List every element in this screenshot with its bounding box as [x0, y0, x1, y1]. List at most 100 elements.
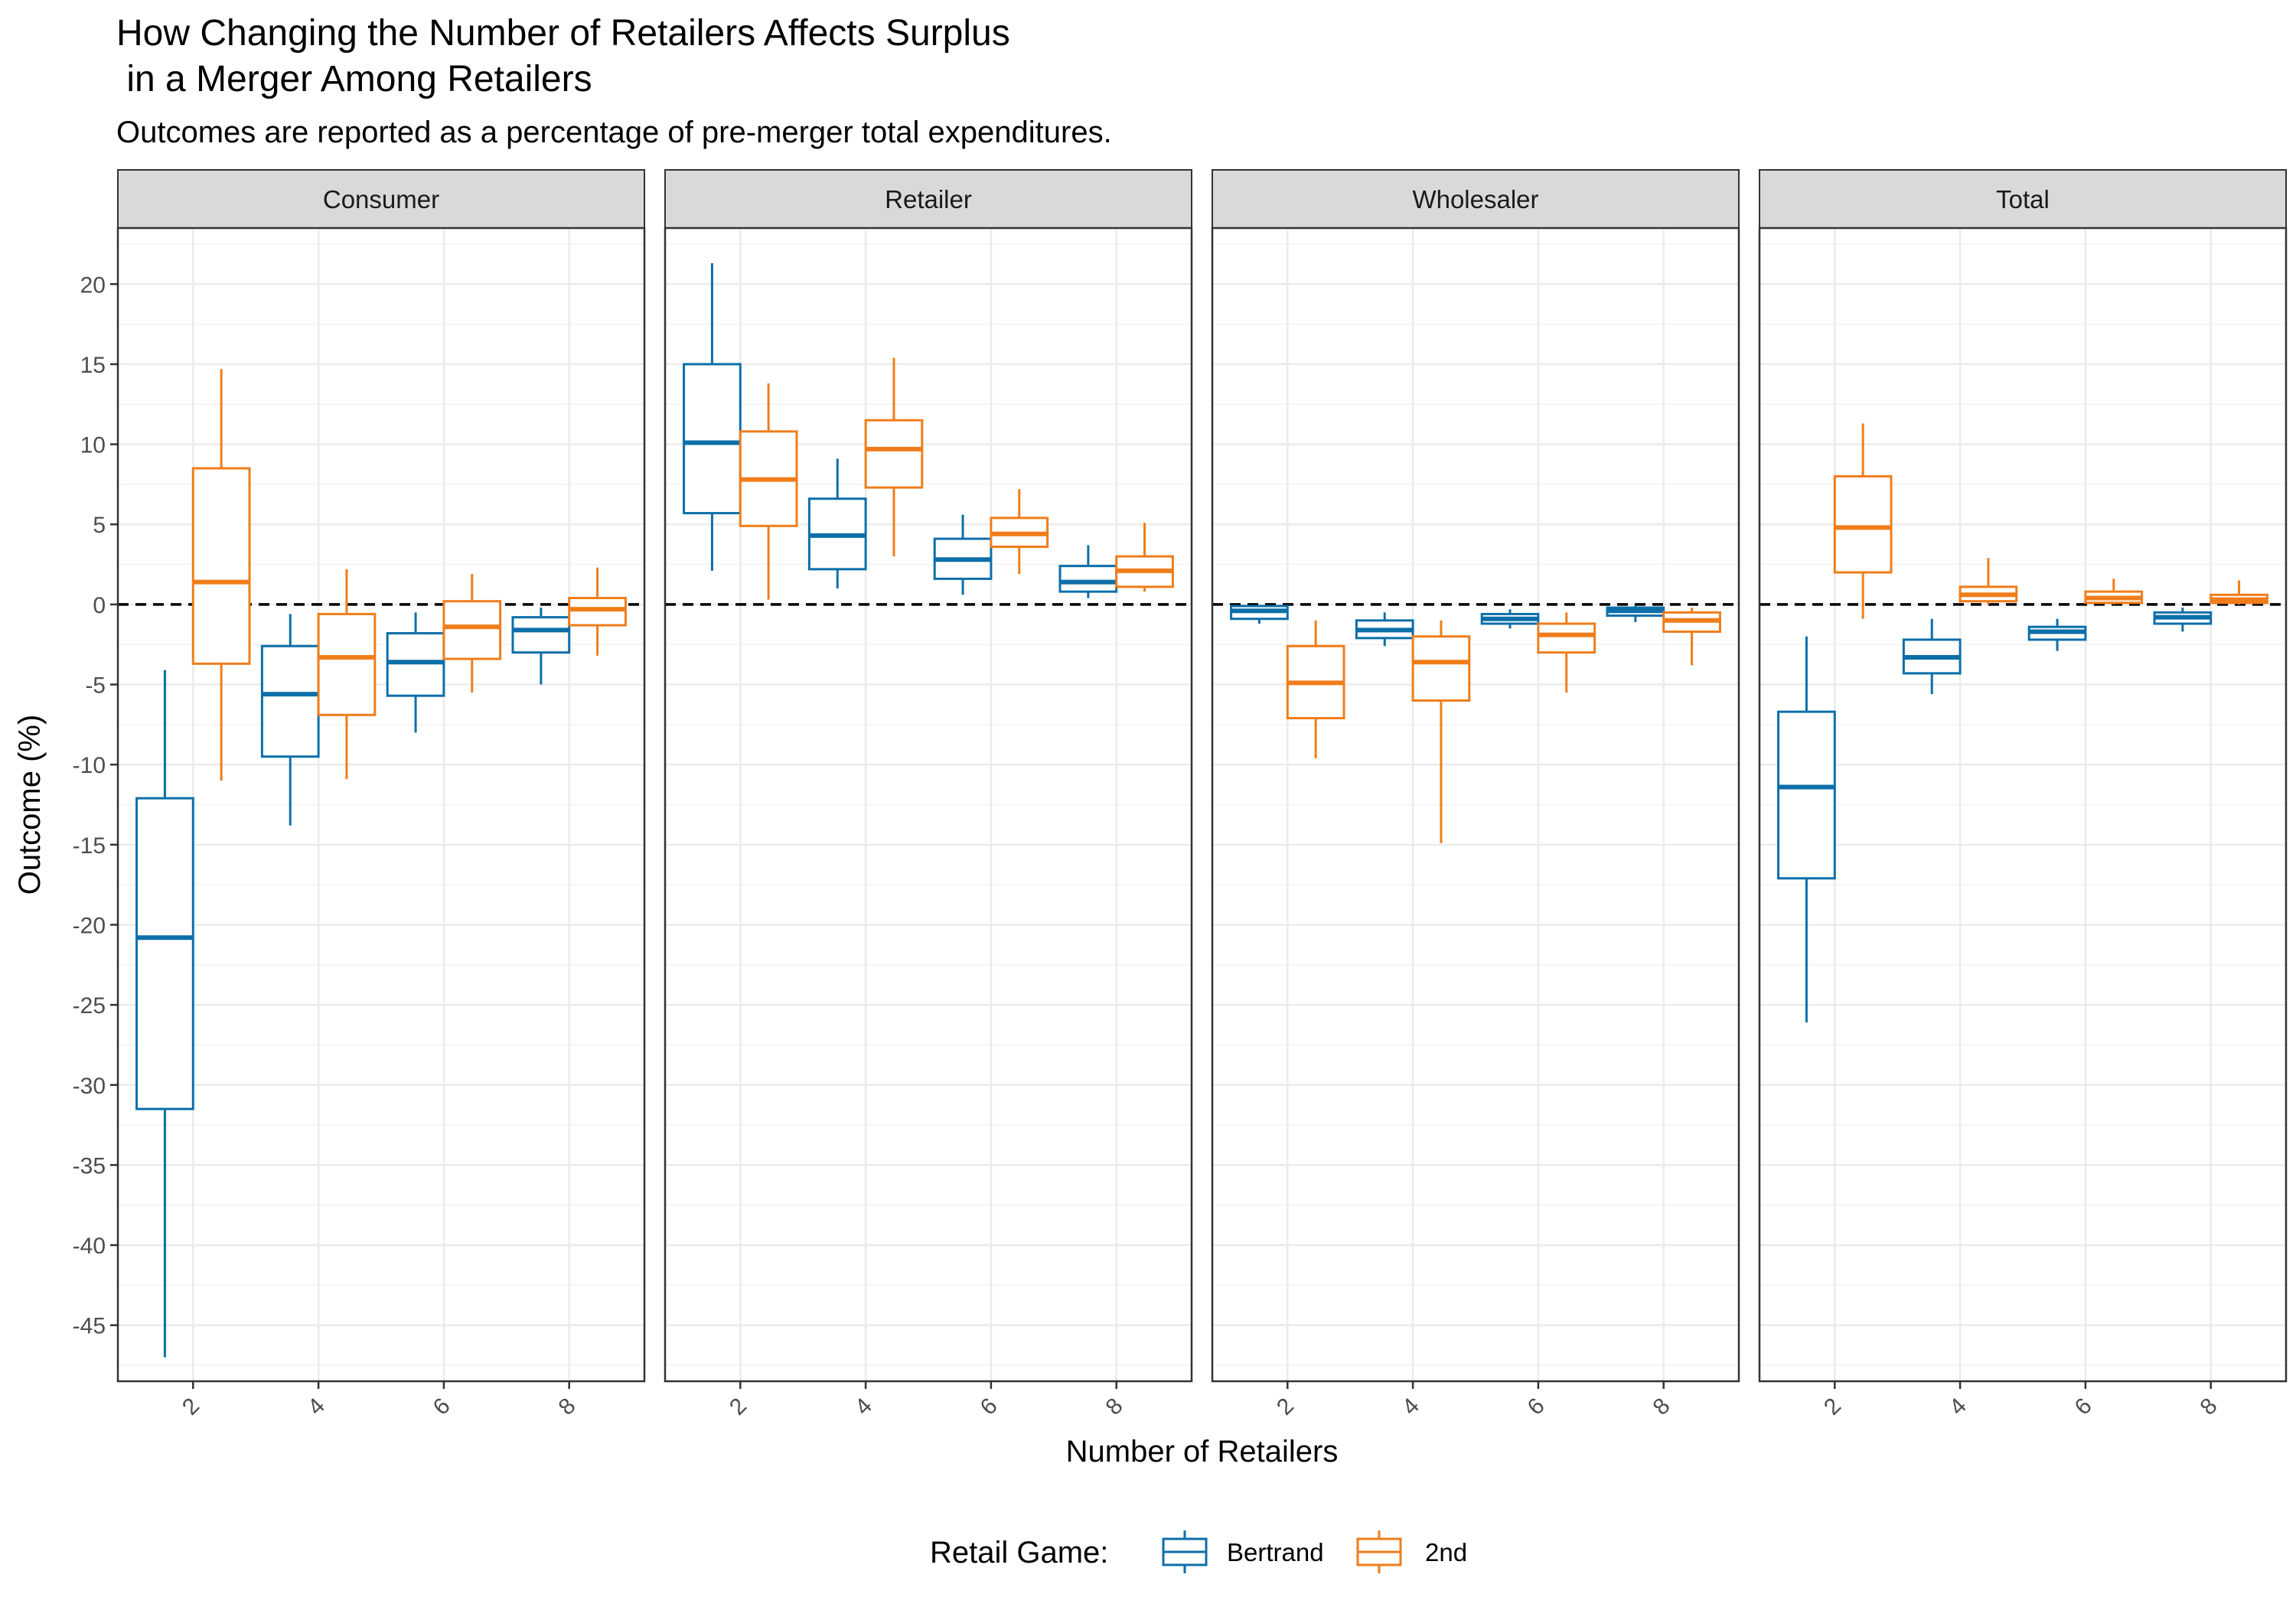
box-bertrand-2	[1230, 605, 1289, 624]
x-tick-label: 4	[303, 1393, 330, 1420]
box-2nd-6	[442, 574, 502, 693]
y-tick-label: 15	[80, 353, 106, 378]
y-tick-label: -45	[73, 1314, 106, 1339]
box-2nd-4	[1411, 620, 1471, 843]
box-bertrand-4	[1355, 612, 1414, 647]
iqr-box	[260, 644, 320, 758]
box-2nd-8	[1662, 608, 1721, 666]
x-tick-label: 8	[553, 1393, 580, 1420]
box-2nd-2	[739, 383, 798, 600]
iqr-box	[864, 419, 924, 489]
box-bertrand-6	[1480, 609, 1540, 629]
iqr-box	[1537, 622, 1596, 654]
facet-wholesaler: Wholesaler 2 4 6 8	[1211, 169, 1740, 1420]
legend-label-bertrand: Bertrand	[1227, 1538, 1324, 1566]
facet-strip-label: Wholesaler	[1412, 185, 1538, 214]
legend: Retail Game: Bertrand 2nd	[930, 1530, 1467, 1573]
y-axis: 20 15 10 5 0 -5 -10 -15 -20 -25 -30 -35 -40 -45	[73, 272, 118, 1339]
iqr-box	[1411, 635, 1471, 702]
box-bertrand-4	[1902, 618, 1962, 695]
x-tick-label: 2	[1272, 1393, 1299, 1420]
legend-title: Retail Game:	[930, 1536, 1108, 1570]
box-2nd-8	[1115, 523, 1174, 592]
x-tick-label: 6	[1523, 1393, 1550, 1420]
box-bertrand-4	[807, 458, 867, 588]
iqr-box	[317, 612, 377, 716]
chart-title: How Changing the Number of Retailers Aff…	[116, 13, 1010, 99]
x-tick-label: 8	[2195, 1393, 2222, 1420]
y-tick-label: -25	[73, 993, 106, 1019]
facet-strip-label: Consumer	[323, 185, 439, 214]
panel-border	[116, 227, 646, 1383]
box-bertrand-2	[135, 670, 194, 1358]
x-tick-label: 4	[1397, 1393, 1424, 1420]
x-tick-label: 6	[976, 1393, 1003, 1420]
box-2nd-2	[191, 369, 251, 781]
facet-total: Total 2 4 6 8	[1758, 169, 2288, 1420]
y-tick-label: 5	[93, 513, 106, 538]
box-bertrand-2	[683, 263, 742, 571]
box-2nd-6	[1537, 612, 1596, 693]
y-tick-label: -35	[73, 1153, 106, 1178]
box-2nd-6	[2084, 579, 2144, 605]
box-2nd-4	[1958, 558, 2018, 605]
facet-consumer: Consumer 2 4 6 8	[116, 169, 646, 1420]
facet-strip-label: Retailer	[885, 185, 972, 214]
box-2nd-4	[317, 569, 377, 780]
x-tick-label: 8	[1648, 1393, 1675, 1420]
y-tick-label: -30	[73, 1074, 106, 1099]
iqr-box	[442, 600, 502, 660]
x-tick-label: 2	[725, 1393, 752, 1420]
facet-strip	[1212, 169, 1740, 229]
chart-subtitle: Outcomes are reported as a percentage of…	[116, 116, 1112, 149]
x-tick-label: 2	[178, 1393, 204, 1420]
iqr-box	[568, 596, 627, 627]
x-tick-label: 2	[1819, 1393, 1846, 1420]
x-tick-label: 6	[429, 1393, 455, 1420]
x-tick-label: 8	[1101, 1393, 1127, 1420]
facet-retailer: Retailer 2 4 6 8	[664, 169, 1193, 1420]
y-tick-label: 10	[80, 433, 106, 458]
facet-strip	[117, 169, 645, 229]
box-bertrand-8	[2153, 608, 2213, 632]
legend-key-2nd	[1356, 1530, 1402, 1573]
box-2nd-4	[864, 357, 924, 557]
iqr-box	[1833, 474, 1893, 574]
x-tick-label: 6	[2070, 1393, 2097, 1420]
box-bertrand-6	[933, 514, 993, 595]
box-2nd-2	[1833, 423, 1893, 619]
box-bertrand-6	[2027, 618, 2087, 651]
box-bertrand-6	[386, 612, 445, 733]
box-2nd-6	[990, 489, 1049, 575]
panel-border	[1211, 227, 1740, 1383]
y-tick-label: 0	[93, 593, 106, 618]
facet-strip-label: Total	[1996, 185, 2050, 214]
box-bertrand-2	[1777, 636, 1836, 1023]
y-tick-label: -20	[73, 913, 106, 938]
iqr-box	[1777, 710, 1836, 880]
y-tick-label: -40	[73, 1234, 106, 1259]
panel-border	[664, 227, 1193, 1383]
box-2nd-8	[2210, 580, 2268, 605]
legend-label-2nd: 2nd	[1425, 1538, 1467, 1566]
y-axis-title: Outcome (%)	[13, 715, 47, 895]
iqr-box	[191, 467, 251, 665]
box-bertrand-4	[260, 614, 320, 826]
box-bertrand-8	[511, 608, 571, 685]
iqr-box	[386, 632, 445, 697]
legend-key-bertrand	[1162, 1530, 1208, 1573]
y-tick-label: 20	[80, 272, 106, 298]
box-2nd-8	[568, 567, 627, 656]
y-tick-label: -15	[73, 833, 106, 859]
y-tick-label: -5	[85, 673, 106, 699]
y-tick-label: -10	[73, 753, 106, 778]
x-axis-title: Number of Retailers	[1066, 1435, 1339, 1468]
x-tick-label: 4	[1945, 1393, 1971, 1420]
iqr-box	[135, 797, 194, 1110]
panel-border	[1758, 227, 2288, 1383]
x-tick-label: 4	[850, 1393, 877, 1420]
box-2nd-2	[1286, 620, 1345, 758]
iqr-box	[683, 363, 742, 515]
